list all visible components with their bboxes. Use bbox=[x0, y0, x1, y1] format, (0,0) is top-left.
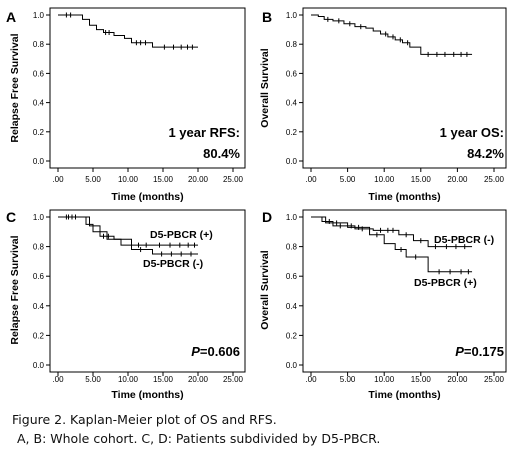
x-tick-label: 10.00 bbox=[374, 175, 395, 184]
y-tick-label: 0.6 bbox=[286, 272, 298, 281]
x-tick-label: 20.00 bbox=[447, 175, 468, 184]
x-tick-label: 5.00 bbox=[85, 375, 101, 384]
plot-frame bbox=[302, 7, 507, 169]
x-tick-label: 15.00 bbox=[153, 175, 174, 184]
y-tick-label: 0.8 bbox=[286, 243, 298, 252]
y-tick-label: 1.0 bbox=[286, 11, 298, 20]
y-axis-label: Relapse Free Survival bbox=[9, 33, 21, 142]
panel-label: A bbox=[6, 9, 16, 25]
y-tick-label: 0.2 bbox=[33, 128, 45, 137]
y-tick-label: 0.0 bbox=[33, 157, 45, 166]
plot-frame bbox=[302, 209, 507, 373]
x-tick-label: .00 bbox=[52, 375, 64, 384]
y-tick-label: 0.6 bbox=[33, 272, 45, 281]
x-axis-label: Time (months) bbox=[368, 389, 440, 401]
y-tick-label: 0.0 bbox=[286, 157, 298, 166]
y-tick-label: 0.2 bbox=[286, 128, 298, 137]
x-tick-label: 5.00 bbox=[340, 375, 356, 384]
x-tick-label: 15.00 bbox=[411, 175, 432, 184]
x-tick-label: 25.00 bbox=[223, 375, 244, 384]
y-tick-label: 1.0 bbox=[33, 213, 45, 222]
x-axis-label: Time (months) bbox=[111, 389, 183, 401]
y-tick-label: 0.0 bbox=[33, 361, 45, 370]
y-tick-label: 1.0 bbox=[286, 213, 298, 222]
y-tick-label: 0.2 bbox=[286, 331, 298, 340]
y-tick-label: 0.6 bbox=[33, 69, 45, 78]
annotation-text: P=0.606 bbox=[191, 344, 240, 359]
survival-curve bbox=[58, 216, 198, 255]
panel-a: A 0.0 0.2 0.4 0.6 0.8 1.0 .00 5.00 10.00 15.00 20.0… bbox=[6, 7, 246, 203]
series-label: D5-PBCR (-) bbox=[434, 234, 494, 246]
y-tick-label: 0.8 bbox=[286, 40, 298, 49]
series-label: D5-PBCR (-) bbox=[143, 258, 203, 270]
y-tick-label: 1.0 bbox=[33, 11, 45, 20]
x-axis-label: Time (months) bbox=[111, 191, 183, 203]
x-tick-label: 20.00 bbox=[188, 375, 209, 384]
caption-line-2: A, B: Whole cohort. C, D: Patients subdi… bbox=[17, 431, 381, 446]
plot-frame bbox=[49, 209, 246, 373]
x-tick-label: 15.00 bbox=[153, 375, 174, 384]
y-tick-label: 0.6 bbox=[286, 69, 298, 78]
y-axis-label: Overall Survival bbox=[259, 250, 271, 329]
x-tick-label: 10.00 bbox=[374, 375, 395, 384]
x-tick-label: 15.00 bbox=[411, 375, 432, 384]
y-tick-label: 0.2 bbox=[33, 331, 45, 340]
x-axis-label: Time (months) bbox=[368, 191, 440, 203]
series-label: D5-PBCR (+) bbox=[414, 277, 477, 289]
y-tick-label: 0.4 bbox=[33, 99, 45, 108]
panel-d: D 0.0 0.2 0.4 0.6 0.8 1.0 .00 5.00 10.00 15.00 20.0… bbox=[259, 209, 507, 401]
annotation-text: 1 year RFS: bbox=[168, 125, 240, 140]
panel-label: D bbox=[262, 209, 272, 225]
survival-curve bbox=[58, 14, 198, 48]
figure-caption: Figure 2. Kaplan-Meier plot of OS and RF… bbox=[12, 410, 517, 448]
y-tick-label: 0.0 bbox=[286, 361, 298, 370]
panel-b: B 0.0 0.2 0.4 0.6 0.8 1.0 .00 5.00 10.00 15.00 20.0… bbox=[259, 7, 507, 203]
y-tick-label: 0.8 bbox=[33, 243, 45, 252]
y-axis-label: Relapse Free Survival bbox=[9, 235, 21, 344]
series-label: D5-PBCR (+) bbox=[150, 229, 213, 241]
x-tick-label: 10.00 bbox=[118, 175, 139, 184]
panel-c: C 0.0 0.2 0.4 0.6 0.8 1.0 .00 5.00 10.00 15.00 20.0… bbox=[6, 209, 246, 401]
x-tick-label: 20.00 bbox=[447, 375, 468, 384]
x-tick-label: 5.00 bbox=[85, 175, 101, 184]
kaplan-meier-figure: A 0.0 0.2 0.4 0.6 0.8 1.0 .00 5.00 10.00 15.00 20.0… bbox=[6, 7, 507, 401]
x-tick-label: 5.00 bbox=[340, 175, 356, 184]
y-tick-label: 0.4 bbox=[33, 302, 45, 311]
annotation-text: 84.2% bbox=[467, 146, 504, 161]
y-axis-label: Overall Survival bbox=[259, 48, 271, 127]
x-tick-label: 25.00 bbox=[484, 175, 505, 184]
x-tick-label: .00 bbox=[305, 375, 317, 384]
x-tick-label: 25.00 bbox=[223, 175, 244, 184]
panel-label: B bbox=[262, 9, 272, 25]
x-tick-label: 10.00 bbox=[118, 375, 139, 384]
x-tick-label: .00 bbox=[52, 175, 64, 184]
annotation-text: 80.4% bbox=[203, 146, 240, 161]
y-tick-label: 0.4 bbox=[286, 99, 298, 108]
plot-frame bbox=[49, 7, 246, 169]
x-tick-label: .00 bbox=[305, 175, 317, 184]
x-tick-label: 25.00 bbox=[484, 375, 505, 384]
y-tick-label: 0.8 bbox=[33, 40, 45, 49]
x-tick-label: 20.00 bbox=[188, 175, 209, 184]
survival-curve bbox=[311, 14, 473, 55]
panel-label: C bbox=[6, 209, 16, 225]
annotation-text: P=0.175 bbox=[455, 344, 504, 359]
annotation-text: 1 year OS: bbox=[440, 125, 504, 140]
y-tick-label: 0.4 bbox=[286, 302, 298, 311]
caption-line-1: Figure 2. Kaplan-Meier plot of OS and RF… bbox=[12, 412, 277, 427]
